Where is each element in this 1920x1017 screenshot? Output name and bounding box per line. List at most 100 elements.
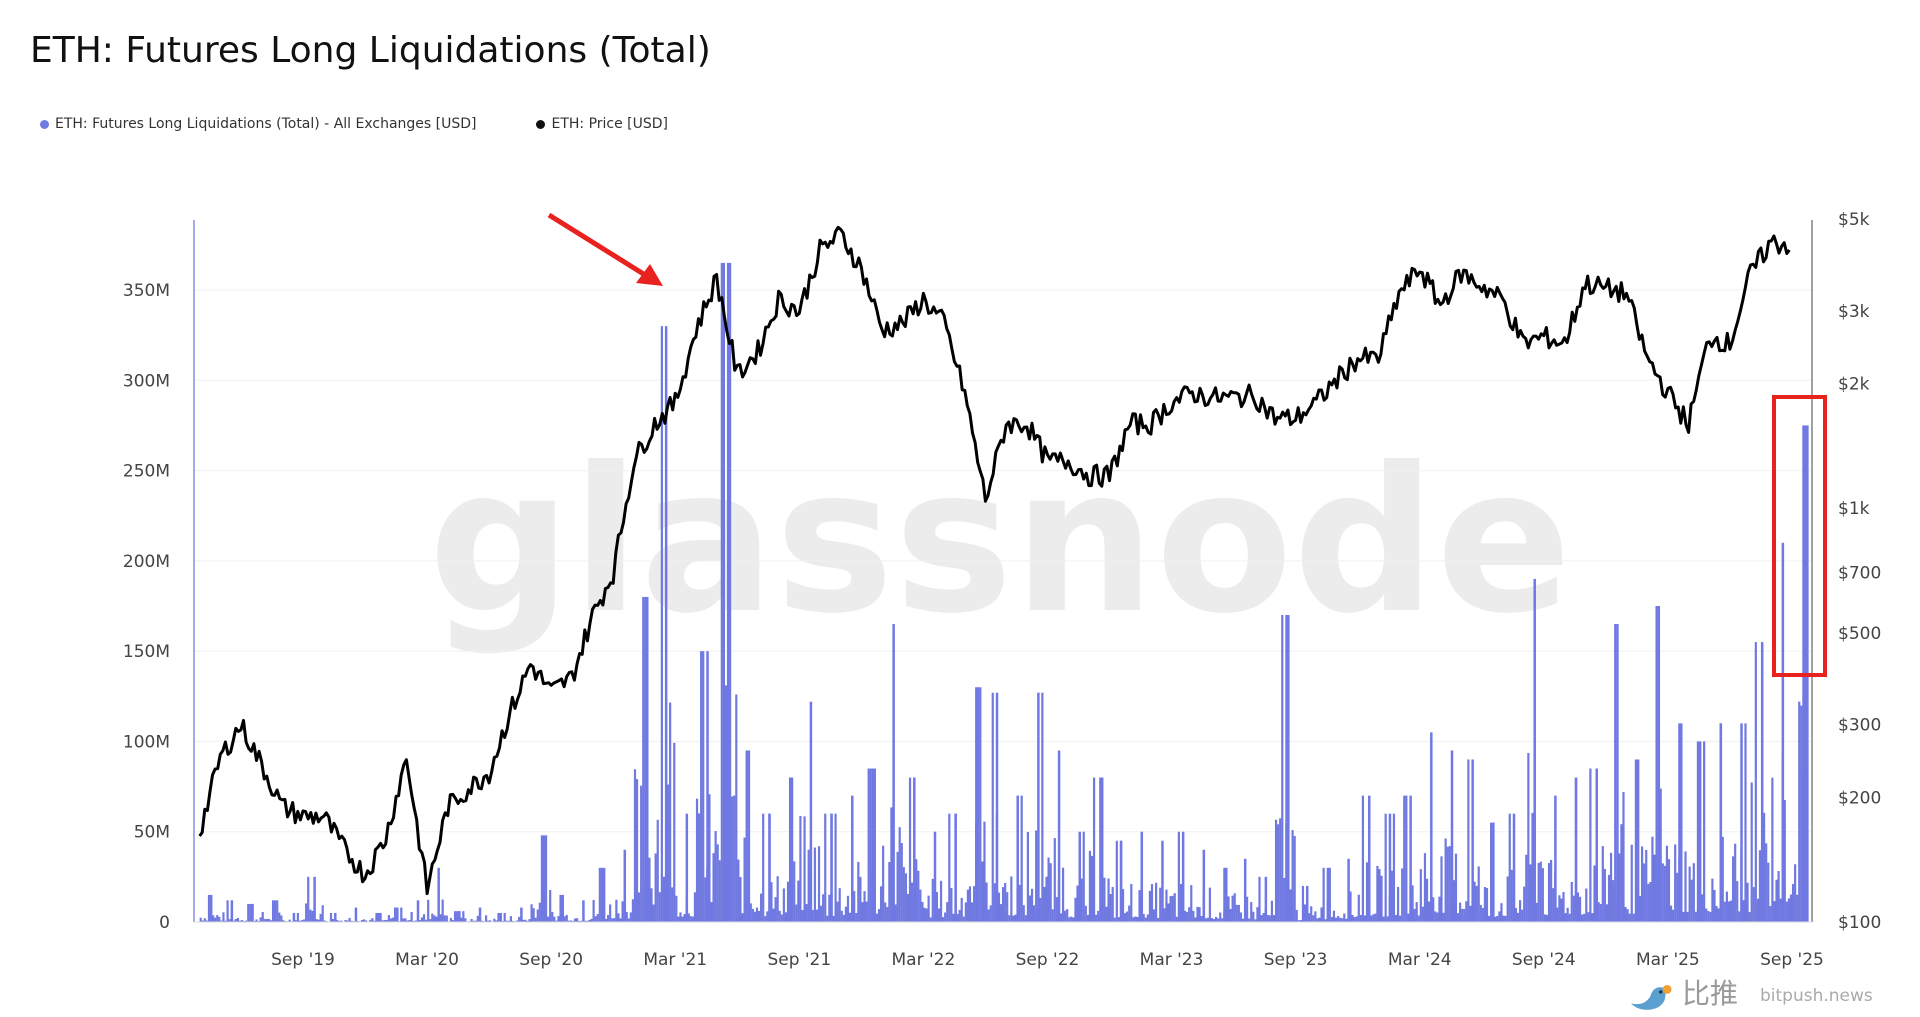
- liquidation-bar: [1634, 759, 1637, 922]
- liquidation-bar: [433, 915, 436, 922]
- liquidation-bar: [1010, 876, 1013, 922]
- liquidation-bar: [1165, 889, 1168, 922]
- x-tick-label: Mar '23: [1140, 950, 1204, 970]
- liquidation-bar: [948, 813, 951, 922]
- liquidation-bar: [412, 920, 415, 922]
- liquidation-bar: [747, 750, 751, 922]
- liquidation-bar: [1800, 705, 1803, 922]
- liquidation-bar: [1686, 911, 1689, 922]
- liquidation-bar: [292, 912, 296, 922]
- liquidation-bar: [1113, 917, 1116, 922]
- legend-label: ETH: Futures Long Liquidations (Total) -…: [55, 116, 477, 132]
- liquidation-bar: [253, 920, 256, 922]
- liquidation-bar: [294, 920, 297, 922]
- liquidation-bar: [1719, 723, 1723, 922]
- liquidation-bar: [968, 886, 972, 922]
- liquidation-bar: [1365, 862, 1369, 922]
- liquidation-bar: [960, 897, 963, 922]
- liquidation-bar: [425, 919, 428, 922]
- liquidation-bar: [739, 877, 742, 922]
- liquidation-bar: [470, 919, 473, 922]
- liquidation-bar: [1721, 836, 1724, 922]
- liquidation-bar: [1405, 795, 1408, 922]
- liquidation-bar: [1667, 859, 1671, 922]
- liquidation-bar: [307, 876, 310, 922]
- liquidation-bar: [1446, 846, 1449, 922]
- liquidation-bar: [1028, 895, 1032, 922]
- liquidation-bar: [1558, 895, 1561, 922]
- liquidation-bar: [1285, 615, 1288, 922]
- legend-item-liquidations[interactable]: ETH: Futures Long Liquidations (Total) -…: [40, 116, 476, 132]
- liquidation-bar: [884, 902, 887, 922]
- liquidation-bar: [666, 784, 670, 922]
- liquidation-bar: [571, 920, 575, 922]
- y-left-tick-label: 250M: [123, 462, 170, 482]
- liquidation-bar: [1583, 913, 1586, 922]
- liquidation-bar: [1155, 882, 1158, 922]
- liquidation-bar: [879, 886, 883, 922]
- x-tick-label: Mar '20: [395, 950, 459, 970]
- liquidation-bar: [503, 912, 506, 922]
- liquidation-bar: [623, 849, 627, 922]
- liquidation-bar: [460, 917, 463, 922]
- liquidation-bar: [1781, 542, 1785, 922]
- liquidation-bar: [675, 895, 678, 922]
- liquidation-bar: [1510, 869, 1513, 922]
- liquidation-bar: [615, 899, 618, 922]
- liquidation-bar: [575, 918, 579, 922]
- liquidation-bar: [973, 886, 976, 922]
- liquidation-bar: [396, 907, 399, 922]
- liquidation-bar: [458, 911, 461, 922]
- liquidation-bar: [1541, 868, 1544, 922]
- liquidation-bar: [389, 918, 393, 922]
- liquidation-bar: [1246, 896, 1249, 922]
- liquidation-bar: [741, 913, 744, 922]
- liquidation-bar: [724, 685, 728, 922]
- liquidation-bar: [1459, 902, 1462, 922]
- liquidation-bar: [329, 912, 333, 922]
- liquidation-bar: [429, 919, 432, 922]
- liquidation-bar: [1436, 912, 1439, 922]
- liquidation-bar: [1409, 795, 1412, 922]
- liquidation-bar: [1390, 870, 1393, 922]
- liquidation-bar: [1212, 918, 1216, 922]
- liquidation-bar: [1415, 902, 1418, 922]
- liquidation-bar: [1136, 917, 1139, 922]
- liquidation-bar: [1434, 911, 1437, 922]
- liquidation-bar: [1347, 858, 1350, 922]
- liquidation-bar: [995, 692, 999, 922]
- liquidation-bar: [1423, 853, 1427, 922]
- liquidation-bar: [1769, 906, 1772, 922]
- liquidation-bar: [1576, 892, 1580, 922]
- liquidation-bar: [1401, 868, 1404, 922]
- liquidation-bar: [1016, 795, 1019, 922]
- legend-item-price[interactable]: ETH: Price [USD]: [536, 116, 668, 132]
- liquidation-bar: [989, 905, 992, 922]
- liquidation-bar: [209, 894, 213, 922]
- liquidation-bar: [487, 920, 490, 922]
- liquidation-bar: [1101, 777, 1104, 922]
- liquidation-bar: [679, 912, 682, 922]
- liquidation-bar: [656, 819, 659, 922]
- liquidation-bar: [650, 888, 653, 922]
- liquidation-bar: [1221, 918, 1224, 922]
- liquidation-bar: [598, 867, 601, 922]
- liquidation-bar: [979, 687, 982, 922]
- liquidation-bar: [1243, 858, 1247, 922]
- liquidation-bar: [1330, 916, 1333, 922]
- liquidation-bar: [925, 908, 928, 922]
- liquidation-bar: [524, 919, 527, 922]
- liquidation-bar: [1378, 869, 1381, 922]
- liquidation-bar: [1537, 863, 1540, 922]
- liquidation-bar: [745, 750, 748, 922]
- liquidation-bar: [1039, 898, 1042, 922]
- liquidation-bar: [559, 894, 562, 922]
- liquidation-bar: [1750, 782, 1753, 922]
- liquidation-bar: [1734, 843, 1737, 922]
- liquidation-bar: [1682, 911, 1685, 922]
- liquidation-bar: [1368, 795, 1371, 922]
- liquidation-bar: [234, 918, 237, 922]
- liquidation-bar: [710, 902, 713, 922]
- liquidation-bar: [1518, 900, 1522, 922]
- liquidation-bar: [1070, 916, 1073, 922]
